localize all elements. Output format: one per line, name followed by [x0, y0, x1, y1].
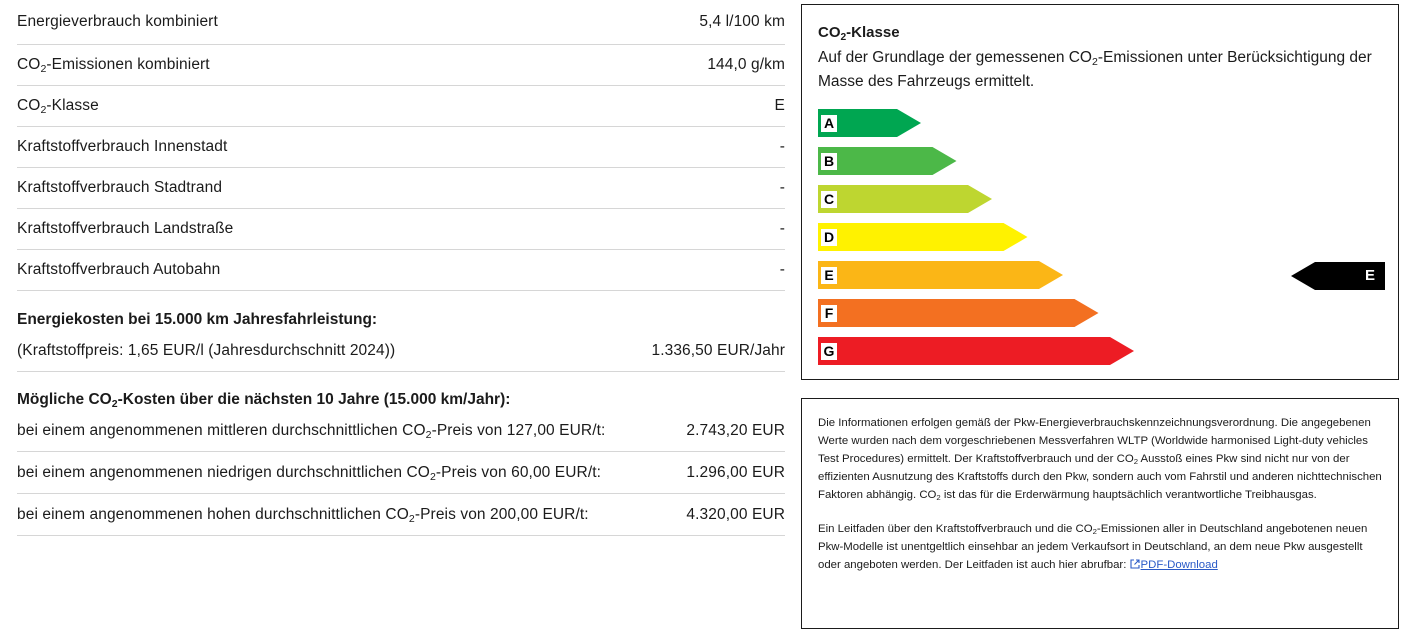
co2-class-bar-d: D: [818, 223, 1028, 251]
co2-class-letter: A: [821, 115, 837, 132]
co2-class-bar-b: B: [818, 147, 957, 175]
co2-class-bar-c: C: [818, 185, 992, 213]
pointer-arrow-icon: [1291, 262, 1385, 290]
co2-class-letter: F: [821, 305, 837, 322]
co2-class-letter: C: [821, 191, 837, 208]
energy-costs-value: 1.336,50 EUR/Jahr: [651, 341, 785, 359]
co2-class-bar-shape: [818, 337, 1134, 365]
energy-costs-label: (Kraftstoffpreis: 1,65 EUR/l (Jahresdurc…: [17, 341, 396, 359]
co2-cost-label: bei einem angenommenen mittleren durchsc…: [17, 421, 606, 441]
co2-cost-row-medium: bei einem angenommenen mittleren durchsc…: [17, 410, 785, 452]
spec-value: 144,0 g/km: [707, 56, 785, 73]
co2-cost-value: 4.320,00 EUR: [686, 505, 785, 523]
spec-row-co2-class: CO2-Klasse E: [17, 86, 785, 127]
spec-row-energy-consumption: Energieverbrauch kombiniert 5,4 l/100 km: [17, 0, 785, 45]
external-link-icon: [1129, 559, 1140, 569]
legal-info-paragraph-2: Ein Leitfaden über den Kraftstoffverbrau…: [818, 523, 1368, 571]
co2-class-title: CO2-Klasse: [818, 24, 900, 43]
spec-row-consumption-suburban: Kraftstoffverbrauch Stadtrand -: [17, 168, 785, 209]
co2-class-bar-shape: [818, 261, 1063, 289]
spec-label: Kraftstoffverbrauch Autobahn: [17, 261, 221, 278]
co2-class-bar-shape: [818, 185, 992, 213]
co2-cost-value: 1.296,00 EUR: [686, 463, 785, 481]
co2-class-bar-shape: [818, 147, 957, 175]
spec-value: -: [779, 179, 785, 196]
current-class-letter: E: [1364, 267, 1375, 284]
spec-label: CO2-Emissionen kombiniert: [17, 56, 210, 75]
spec-row-consumption-rural: Kraftstoffverbrauch Landstraße -: [17, 209, 785, 250]
co2-class-bar-shape: [818, 299, 1099, 327]
energy-costs-row: (Kraftstoffpreis: 1,65 EUR/l (Jahresdurc…: [17, 330, 785, 372]
co2-class-bar-a: A: [818, 109, 921, 137]
co2-cost-value: 2.743,20 EUR: [686, 421, 785, 439]
legal-info-box: Die Informationen erfolgen gemäß der Pkw…: [801, 398, 1399, 629]
spec-value: E: [774, 97, 785, 114]
co2-class-bar-f: F: [818, 299, 1099, 327]
co2-class-bar-e: E: [818, 261, 1063, 289]
co2-class-letter: E: [821, 267, 837, 284]
co2-class-bar-g: G: [818, 337, 1134, 365]
spec-value: 5,4 l/100 km: [699, 13, 785, 30]
spec-label: Energieverbrauch kombiniert: [17, 13, 218, 30]
co2-cost-row-high: bei einem angenommenen hohen durchschnit…: [17, 494, 785, 536]
co2-class-bar-shape: [818, 223, 1028, 251]
spec-label: Kraftstoffverbrauch Innenstadt: [17, 138, 228, 155]
co2-costs-heading: Mögliche CO2-Kosten über die nächsten 10…: [17, 391, 511, 410]
current-class-pointer: E: [1291, 262, 1385, 290]
co2-class-label-box: CO2-Klasse Auf der Grundlage der gemesse…: [801, 4, 1399, 380]
co2-class-letter: B: [821, 153, 837, 170]
spec-value: -: [779, 138, 785, 155]
co2-cost-row-low: bei einem angenommenen niedrigen durchsc…: [17, 452, 785, 494]
co2-class-bar-shape: [818, 109, 921, 137]
spec-value: -: [779, 261, 785, 278]
co2-cost-label: bei einem angenommenen niedrigen durchsc…: [17, 463, 602, 483]
spec-row-co2-emissions: CO2-Emissionen kombiniert 144,0 g/km: [17, 45, 785, 86]
spec-label: Kraftstoffverbrauch Stadtrand: [17, 179, 223, 196]
spec-row-consumption-city: Kraftstoffverbrauch Innenstadt -: [17, 127, 785, 168]
spec-label: Kraftstoffverbrauch Landstraße: [17, 220, 234, 237]
spec-row-consumption-highway: Kraftstoffverbrauch Autobahn -: [17, 250, 785, 291]
legal-info-paragraph-1: Die Informationen erfolgen gemäß der Pkw…: [818, 417, 1382, 503]
co2-class-letter: G: [821, 343, 837, 360]
co2-class-description: Auf der Grundlage der gemessenen CO2-Emi…: [818, 49, 1372, 90]
energy-costs-heading: Energiekosten bei 15.000 km Jahresfahrle…: [17, 311, 378, 328]
spec-label: CO2-Klasse: [17, 97, 99, 116]
spec-value: -: [779, 220, 785, 237]
co2-cost-label: bei einem angenommenen hohen durchschnit…: [17, 505, 589, 525]
co2-class-letter: D: [821, 229, 837, 246]
consumption-spec-panel: Energieverbrauch kombiniert 5,4 l/100 km…: [17, 0, 785, 536]
pdf-download-link[interactable]: PDF-Download: [1129, 559, 1218, 571]
